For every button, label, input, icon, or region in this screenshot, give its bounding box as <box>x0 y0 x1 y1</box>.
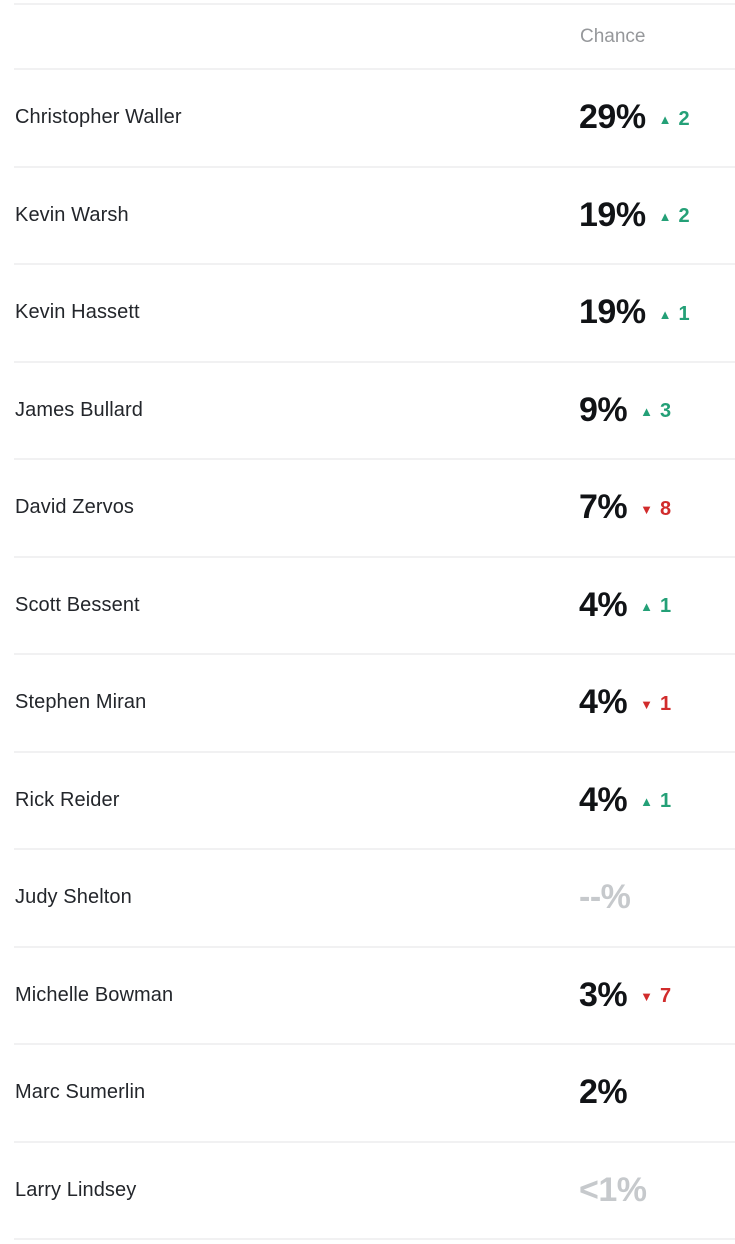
candidate-name: Scott Bessent <box>15 593 140 616</box>
table-row[interactable]: Rick Reider 4% ▲ 1 <box>0 752 735 848</box>
chance-cell: <1% <box>579 1171 647 1210</box>
row-divider <box>14 653 735 655</box>
row-divider <box>14 263 735 265</box>
delta-arrow-icon: ▼ <box>640 696 654 712</box>
chance-value: 19% <box>579 195 646 234</box>
row-divider <box>14 68 735 70</box>
chance-cell: 4% ▲ 1 <box>579 781 671 820</box>
chance-cell: 4% ▲ 1 <box>579 586 671 625</box>
table-row[interactable]: Judy Shelton --% <box>0 850 735 946</box>
chance-cell: 19% ▲ 1 <box>579 293 690 332</box>
delta-amount: 8 <box>660 497 672 520</box>
row-divider <box>14 360 735 363</box>
delta-amount: 1 <box>660 692 672 715</box>
delta-arrow-icon: ▼ <box>640 989 654 1005</box>
table-row[interactable]: James Bullard 9% ▲ 3 <box>0 362 735 458</box>
delta-amount: 3 <box>660 400 672 423</box>
candidate-name: Kevin Hassett <box>15 301 140 324</box>
chance-value: 19% <box>579 293 646 332</box>
table-top-divider <box>14 3 735 5</box>
candidate-name: Kevin Warsh <box>15 203 129 226</box>
candidate-name: Marc Sumerlin <box>15 1081 146 1104</box>
chance-value: 9% <box>579 390 628 429</box>
chance-cell: --% <box>579 878 631 917</box>
row-divider <box>14 165 735 168</box>
chance-cell: 3% ▼ 7 <box>579 976 671 1015</box>
chance-value: 3% <box>579 975 628 1014</box>
chance-cell: 9% ▲ 3 <box>579 391 671 430</box>
candidate-name: Rick Reider <box>15 788 120 811</box>
delta-arrow-icon: ▲ <box>658 111 672 127</box>
delta-amount: 2 <box>678 107 690 130</box>
delta-amount: 1 <box>678 302 690 325</box>
delta-arrow-icon: ▲ <box>640 794 654 810</box>
delta-badge: ▼ 8 <box>640 498 671 521</box>
row-divider <box>14 1238 735 1240</box>
delta-arrow-icon: ▲ <box>658 209 672 225</box>
row-divider <box>14 1140 735 1143</box>
table-row[interactable]: Kevin Warsh 19% ▲ 2 <box>0 167 735 263</box>
delta-badge: ▲ 1 <box>640 595 671 618</box>
candidate-name: Christopher Waller <box>15 106 182 129</box>
candidate-name: James Bullard <box>15 398 144 421</box>
delta-amount: 7 <box>660 985 672 1008</box>
table-header: Chance <box>0 5 735 68</box>
chance-value: 29% <box>579 98 646 137</box>
candidate-name: Michelle Bowman <box>15 983 174 1006</box>
delta-arrow-icon: ▲ <box>658 306 672 322</box>
delta-badge: ▼ 7 <box>640 985 671 1008</box>
chance-value: 2% <box>579 1073 628 1112</box>
table-row[interactable]: Christopher Waller 29% ▲ 2 <box>0 70 735 166</box>
delta-amount: 1 <box>660 790 672 813</box>
chance-value: <1% <box>579 1170 647 1209</box>
delta-badge: ▲ 1 <box>640 790 671 813</box>
table-row[interactable]: Stephen Miran 4% ▼ 1 <box>0 655 735 751</box>
row-divider <box>14 458 735 460</box>
delta-arrow-icon: ▲ <box>640 404 654 420</box>
table-row[interactable]: Michelle Bowman 3% ▼ 7 <box>0 947 735 1043</box>
chance-value: 4% <box>579 683 628 722</box>
table-row[interactable]: Marc Sumerlin 2% <box>0 1045 735 1141</box>
chance-value: 4% <box>579 780 628 819</box>
chance-column-header: Chance <box>580 25 646 47</box>
chance-value: 7% <box>579 488 628 527</box>
chance-cell: 19% ▲ 2 <box>579 196 690 235</box>
chance-cell: 7% ▼ 8 <box>579 488 671 527</box>
chance-cell: 4% ▼ 1 <box>579 683 671 722</box>
chance-value: --% <box>579 878 631 917</box>
row-divider <box>14 750 735 753</box>
delta-badge: ▼ 1 <box>640 693 671 716</box>
delta-badge: ▲ 2 <box>659 108 690 131</box>
chance-cell: 2% <box>579 1073 628 1112</box>
chance-value: 4% <box>579 585 628 624</box>
candidate-name: Stephen Miran <box>15 691 147 714</box>
candidate-name: Judy Shelton <box>15 886 132 909</box>
delta-amount: 1 <box>660 595 672 618</box>
row-divider <box>14 848 735 850</box>
candidate-name: Larry Lindsey <box>15 1178 137 1201</box>
delta-badge: ▲ 1 <box>659 303 690 326</box>
row-divider <box>14 945 735 948</box>
table-row[interactable]: David Zervos 7% ▼ 8 <box>0 460 735 556</box>
table-row[interactable]: Kevin Hassett 19% ▲ 1 <box>0 265 735 361</box>
delta-badge: ▲ 3 <box>640 400 671 423</box>
table-row[interactable]: Larry Lindsey <1% <box>0 1142 735 1238</box>
row-divider <box>14 555 735 558</box>
delta-arrow-icon: ▼ <box>640 501 654 517</box>
table-row[interactable]: Scott Bessent 4% ▲ 1 <box>0 557 735 653</box>
row-divider <box>14 1043 735 1045</box>
candidate-name: David Zervos <box>15 496 135 519</box>
delta-amount: 2 <box>678 205 690 228</box>
delta-badge: ▲ 2 <box>659 205 690 228</box>
chance-cell: 29% ▲ 2 <box>579 98 690 137</box>
delta-arrow-icon: ▲ <box>640 599 654 615</box>
